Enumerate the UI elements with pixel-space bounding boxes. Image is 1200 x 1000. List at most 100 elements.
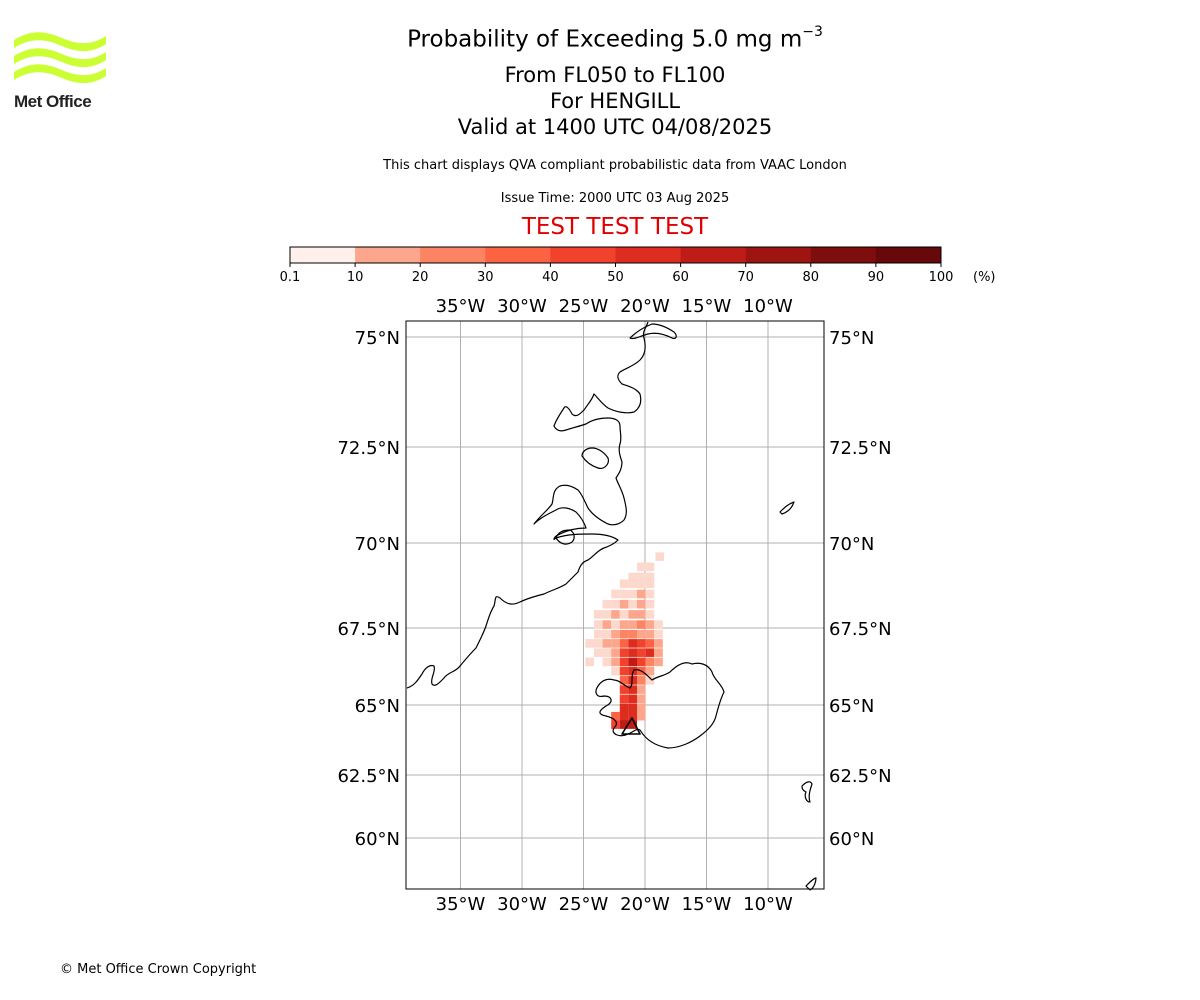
plume-cell [645,562,655,572]
plume-cell [628,610,637,619]
plume-cell [619,648,629,657]
issue-time: Issue Time: 2000 UTC 03 Aug 2025 [500,191,730,206]
colorbar-bin [745,247,812,263]
plume-cell [654,657,663,667]
plume-cell [602,599,612,609]
plume-cell [611,720,620,729]
coastline-faroe [801,781,813,803]
plume-cell [602,648,612,657]
colorbar-tick-label: 40 [542,270,559,285]
plume-cell [585,657,594,667]
plume-cell [637,589,646,599]
plume-cell [654,648,663,657]
longitude-label: 15°W [682,296,732,317]
plume-cell [637,610,646,619]
plume-cell [619,629,629,639]
plume-cell [619,657,629,667]
plume-cell [628,599,637,609]
latitude-label: 67.5°N [829,619,892,640]
plume-cell [611,711,620,721]
plume-cell [645,599,655,609]
colorbar-bin [875,247,942,263]
colorbar-bin [680,247,747,263]
chart-description: This chart displays QVA compliant probab… [383,158,847,173]
plume-cell [654,639,663,648]
plume-cell [602,639,612,648]
logo-text: Met Office [14,92,92,111]
plume-cell [619,711,629,721]
plume-cell [628,703,637,713]
longitude-labels-bottom: 35°W 30°W 25°W 20°W 15°W 10°W [436,894,793,915]
plume-cell [637,676,646,685]
longitude-label: 25°W [559,296,609,317]
plume-cell [655,552,665,561]
plume-cell [619,685,629,694]
plume-cell [611,620,620,629]
plume-cell [628,639,637,648]
latitude-labels-left: 75°N 72.5°N 70°N 67.5°N 65°N 62.5°N 60°N [337,328,400,850]
latitude-label: 62.5°N [829,766,892,787]
plume-cell [645,639,655,648]
colorbar-tick-label: 0.1 [279,270,301,285]
plume-cell [619,676,629,685]
colorbar-bin [355,247,421,263]
plume-cell [593,629,603,639]
flight-levels: From FL050 to FL100 [504,63,726,87]
title-unit-exponent: −3 [802,24,823,40]
colorbar-tick-label: 10 [346,270,364,285]
latitude-label: 65°N [829,696,874,717]
plume-cell [628,648,637,657]
plume-cell [637,648,646,657]
latitude-label: 72.5°N [337,438,400,459]
latitude-labels-right: 75°N 72.5°N 70°N 67.5°N 65°N 62.5°N 60°N [829,328,892,850]
colorbar-bin [810,247,877,263]
plume-cell [628,629,637,639]
plume-cell [611,639,620,648]
latitude-label: 60°N [355,829,400,850]
colorbar-bin [420,247,486,263]
plume-cell [611,589,620,599]
plume-cell [645,648,655,657]
plume-cell [611,648,620,657]
coastline-iceland [595,662,725,749]
plume-cell [619,579,629,589]
plume-cell [628,666,637,676]
longitude-label: 10°W [743,894,793,915]
plume-cell [637,629,646,639]
plume-cell [637,685,646,694]
longitude-label: 35°W [436,296,486,317]
colorbar-bin [550,247,616,263]
coastline-shetland [805,877,817,891]
plume-cell [602,629,612,639]
copyright-notice: © Met Office Crown Copyright [60,962,257,977]
plume-cell [619,599,629,609]
plume-cell [619,703,629,713]
latitude-label: 65°N [355,696,400,717]
plume-cell [628,694,637,704]
plume-cell [602,610,612,619]
plume-cell [645,610,655,619]
plume-cell [637,579,646,589]
plume-cell [645,620,655,629]
colorbar-unit: (%) [973,270,996,285]
plume-cell [637,572,646,582]
latitude-label: 70°N [355,534,400,555]
latitude-label: 60°N [829,829,874,850]
longitude-label: 15°W [682,894,732,915]
colorbar-tick-label: 20 [411,270,429,285]
plume-cell [619,720,629,729]
plume-cell [645,657,655,667]
plume-cell [645,572,655,582]
ash-probability-plume [585,552,665,729]
plume-cell [628,657,637,667]
plume-cell [628,676,637,685]
coastline-greenland [406,321,649,689]
plume-cell [593,610,603,619]
colorbar-tick-label: 60 [672,270,689,285]
colorbar [289,246,942,267]
plume-cell [637,703,646,713]
plume-cell [611,629,620,639]
plume-cell [628,685,637,694]
plume-cell [654,629,663,639]
